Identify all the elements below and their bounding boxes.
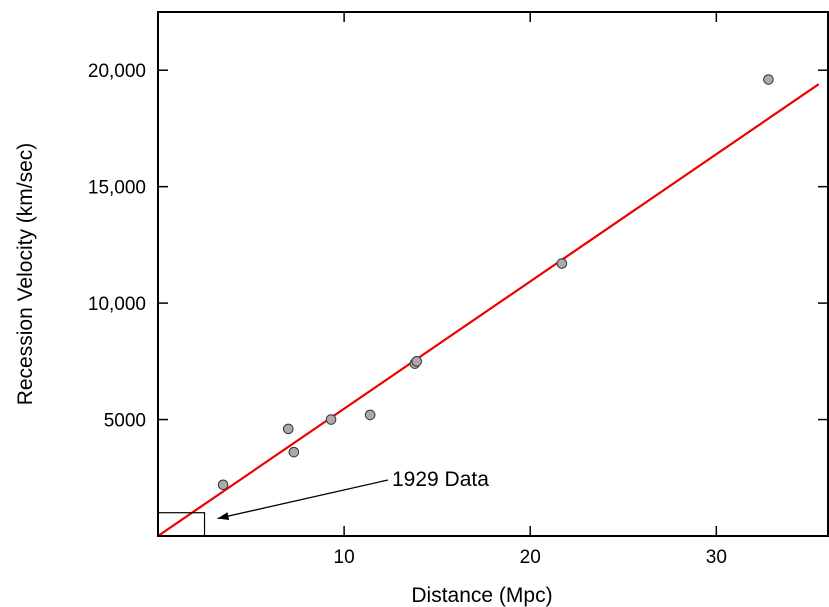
data-point <box>217 479 229 491</box>
y-axis-title: Recession Velocity (km/sec) <box>14 143 37 406</box>
data-point <box>364 409 376 421</box>
x-axis-title: Distance (Mpc) <box>411 584 552 607</box>
data-point <box>763 74 774 85</box>
plot-frame <box>157 11 829 537</box>
data-point <box>282 423 294 435</box>
y-tick-label: 5000 <box>104 411 146 432</box>
annotation-label: 1929 Data <box>392 468 489 491</box>
data-point <box>411 356 422 367</box>
x-tick-label: 20 <box>520 547 541 568</box>
data-points-layer <box>217 74 774 491</box>
annotation-arrow <box>217 479 389 520</box>
annotation-layer: 1929 Data <box>157 468 489 537</box>
annotation-arrowhead <box>217 512 230 521</box>
fit-line <box>157 83 820 537</box>
data-point <box>556 258 568 269</box>
x-tick-label: 10 <box>334 547 355 568</box>
annotation-box <box>157 512 206 537</box>
y-tick-label: 10,000 <box>88 294 146 315</box>
x-axis-ticks: 10 20 30 <box>334 12 727 568</box>
fit-line-layer <box>157 83 820 537</box>
data-point <box>288 446 300 458</box>
data-point <box>325 414 337 425</box>
y-tick-label: 20,000 <box>88 61 146 82</box>
y-axis-ticks: 5000 10,000 15,000 20,000 <box>88 61 828 432</box>
x-tick-label: 30 <box>706 547 727 568</box>
y-tick-label: 15,000 <box>88 178 146 199</box>
